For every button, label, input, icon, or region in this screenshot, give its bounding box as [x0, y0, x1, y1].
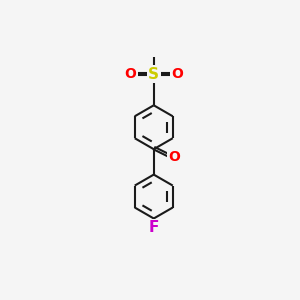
Text: O: O — [168, 150, 180, 164]
Text: O: O — [125, 67, 136, 81]
Text: S: S — [148, 67, 159, 82]
Text: O: O — [171, 67, 183, 81]
Text: F: F — [148, 220, 159, 235]
